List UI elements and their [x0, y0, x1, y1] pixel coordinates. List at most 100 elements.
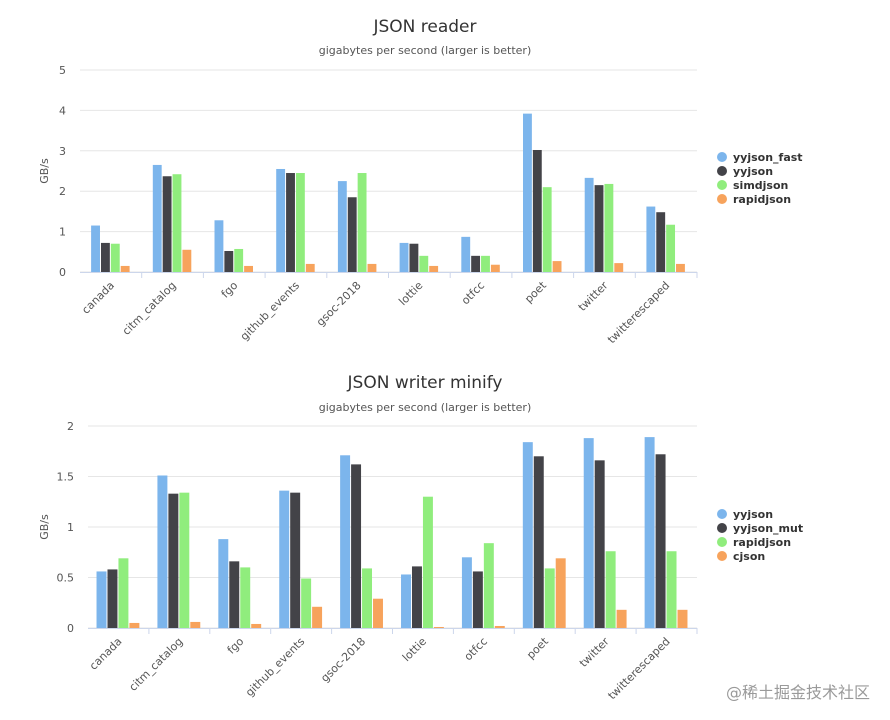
bar-yyjson_fast-lottie[interactable]: [399, 242, 409, 272]
bar-simdjson-twitter[interactable]: [604, 183, 614, 272]
bar-rapidjson-twitterescaped[interactable]: [676, 263, 685, 272]
bar-yyjson-canada[interactable]: [96, 571, 107, 628]
bar-simdjson-citm_catalog[interactable]: [172, 174, 182, 272]
bar-yyjson-gsoc-2018[interactable]: [340, 455, 351, 628]
chart-subtitle: gigabytes per second (larger is better): [319, 44, 532, 57]
bar-rapidjson-github_events[interactable]: [305, 263, 315, 272]
bar-simdjson-otfcc[interactable]: [481, 255, 490, 272]
bar-rapidjson-canada[interactable]: [118, 558, 129, 628]
legend-item-yyjson[interactable]: yyjson: [717, 165, 773, 178]
bar-rapidjson-poet[interactable]: [544, 568, 555, 628]
y-tick-label: 3: [59, 145, 66, 158]
bar-simdjson-lottie[interactable]: [419, 255, 429, 272]
bar-yyjson-twitterescaped[interactable]: [656, 212, 666, 272]
bar-rapidjson-twitter[interactable]: [614, 263, 624, 272]
bar-cjson-citm_catalog[interactable]: [190, 621, 201, 628]
bar-yyjson-gsoc-2018[interactable]: [347, 197, 357, 272]
bar-yyjson-citm_catalog[interactable]: [157, 475, 168, 628]
bar-yyjson_mut-github_events[interactable]: [290, 492, 301, 628]
bar-cjson-fgo[interactable]: [251, 623, 262, 628]
bar-rapidjson-gsoc-2018[interactable]: [367, 263, 377, 272]
x-tick-label-twitter: twitter: [576, 279, 611, 314]
bar-rapidjson-twitterescaped[interactable]: [666, 551, 677, 628]
legend-item-simdjson[interactable]: simdjson: [717, 179, 788, 192]
bar-rapidjson-github_events[interactable]: [301, 578, 312, 628]
bar-simdjson-canada[interactable]: [110, 243, 120, 272]
bar-rapidjson-fgo[interactable]: [244, 265, 253, 272]
bar-yyjson-citm_catalog[interactable]: [162, 176, 172, 272]
bar-yyjson_fast-canada[interactable]: [91, 225, 100, 272]
bar-yyjson-canada[interactable]: [100, 242, 110, 272]
bar-yyjson_fast-github_events[interactable]: [276, 168, 286, 272]
bar-simdjson-poet[interactable]: [542, 187, 552, 272]
bar-cjson-twitterescaped[interactable]: [677, 609, 688, 628]
bar-yyjson_mut-canada[interactable]: [107, 569, 118, 628]
bar-rapidjson-otfcc[interactable]: [483, 543, 494, 628]
chart-subtitle: gigabytes per second (larger is better): [319, 401, 532, 414]
bar-yyjson_mut-otfcc[interactable]: [472, 571, 483, 628]
bar-yyjson-fgo[interactable]: [218, 539, 229, 628]
bar-yyjson_fast-gsoc-2018[interactable]: [337, 181, 347, 272]
bar-yyjson_mut-fgo[interactable]: [229, 561, 240, 628]
bar-yyjson_mut-poet[interactable]: [533, 456, 544, 628]
bar-yyjson-poet[interactable]: [532, 149, 542, 272]
bar-yyjson_mut-gsoc-2018[interactable]: [351, 464, 362, 628]
bar-yyjson-otfcc[interactable]: [461, 557, 472, 628]
bar-yyjson_mut-citm_catalog[interactable]: [168, 493, 179, 628]
bar-yyjson-otfcc[interactable]: [471, 255, 481, 272]
legend-item-yyjson_fast[interactable]: yyjson_fast: [717, 151, 803, 164]
legend-label: yyjson: [733, 508, 773, 521]
bar-cjson-otfcc[interactable]: [494, 625, 505, 628]
bar-cjson-gsoc-2018[interactable]: [373, 598, 383, 628]
bar-rapidjson-lottie[interactable]: [429, 265, 439, 272]
legend-item-cjson[interactable]: cjson: [717, 550, 765, 563]
bar-rapidjson-citm_catalog[interactable]: [179, 492, 190, 628]
bar-yyjson-twitter[interactable]: [583, 438, 594, 628]
bar-rapidjson-otfcc[interactable]: [490, 264, 500, 272]
bar-yyjson-poet[interactable]: [522, 442, 533, 628]
bar-simdjson-github_events[interactable]: [295, 173, 305, 272]
bar-yyjson_fast-fgo[interactable]: [214, 220, 224, 272]
bar-rapidjson-gsoc-2018[interactable]: [362, 568, 373, 628]
legend-item-rapidjson[interactable]: rapidjson: [717, 193, 791, 206]
bar-yyjson-github_events[interactable]: [279, 490, 290, 628]
bar-yyjson-twitterescaped[interactable]: [644, 437, 655, 628]
bar-cjson-lottie[interactable]: [433, 626, 444, 628]
bar-yyjson-lottie[interactable]: [401, 574, 411, 628]
bar-simdjson-twitterescaped[interactable]: [666, 224, 676, 272]
bar-yyjson-twitter[interactable]: [594, 185, 604, 272]
bar-yyjson_mut-twitter[interactable]: [594, 460, 605, 628]
bar-yyjson_fast-twitter[interactable]: [584, 177, 594, 272]
x-tick-label-canada: canada: [87, 635, 125, 673]
bar-cjson-github_events[interactable]: [312, 606, 323, 628]
bar-yyjson-github_events[interactable]: [286, 173, 295, 272]
bar-yyjson_fast-twitterescaped[interactable]: [646, 206, 656, 272]
x-tick-label-otfcc: otfcc: [459, 279, 487, 307]
legend-item-yyjson[interactable]: yyjson: [717, 508, 773, 521]
bar-rapidjson-lottie[interactable]: [422, 496, 433, 628]
bar-rapidjson-twitter[interactable]: [605, 551, 616, 628]
bar-yyjson_mut-twitterescaped[interactable]: [655, 454, 666, 628]
bar-cjson-canada[interactable]: [129, 622, 140, 628]
bar-rapidjson-fgo[interactable]: [240, 567, 251, 628]
bar-simdjson-gsoc-2018[interactable]: [357, 173, 367, 272]
bar-simdjson-fgo[interactable]: [234, 248, 244, 272]
bar-yyjson_fast-poet[interactable]: [523, 113, 532, 272]
bar-cjson-poet[interactable]: [555, 558, 566, 628]
bar-yyjson_fast-citm_catalog[interactable]: [152, 164, 162, 272]
y-tick-label: 0.5: [57, 572, 75, 585]
bar-rapidjson-citm_catalog[interactable]: [182, 249, 192, 272]
legend-item-yyjson_mut[interactable]: yyjson_mut: [717, 522, 803, 535]
bar-rapidjson-poet[interactable]: [552, 261, 562, 272]
x-tick-label-gsoc-2018: gsoc-2018: [314, 279, 364, 329]
bar-yyjson-fgo[interactable]: [224, 250, 234, 272]
bar-cjson-twitter[interactable]: [616, 609, 627, 628]
legend-item-rapidjson[interactable]: rapidjson: [717, 536, 791, 549]
bar-yyjson_mut-lottie[interactable]: [411, 566, 422, 628]
bar-rapidjson-canada[interactable]: [120, 265, 130, 272]
bar-yyjson-lottie[interactable]: [409, 243, 419, 272]
bar-yyjson_fast-otfcc[interactable]: [461, 236, 471, 272]
y-tick-label: 0: [67, 622, 74, 635]
legend-marker: [717, 180, 727, 190]
